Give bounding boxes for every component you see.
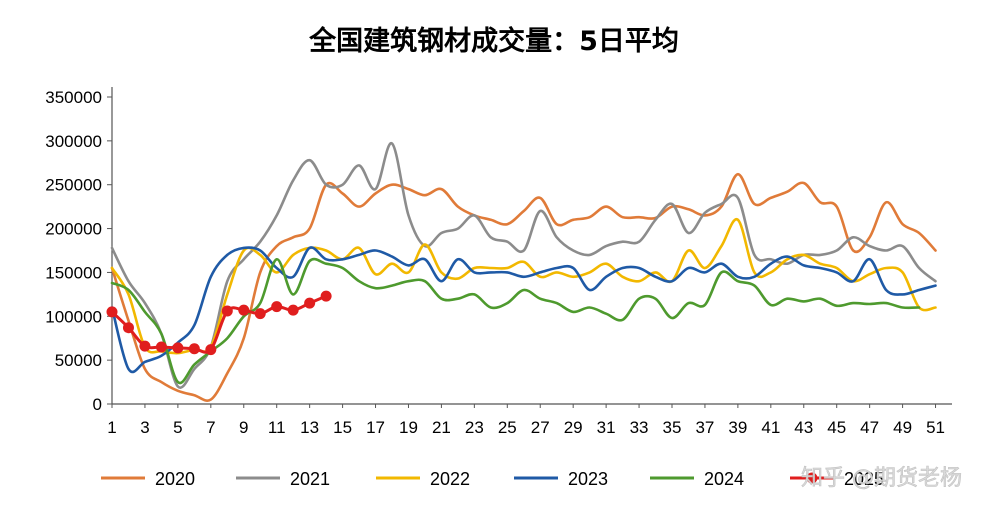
legend-item-2024: 2024 <box>650 469 744 489</box>
series-2023 <box>110 246 937 374</box>
data-point-2025 <box>320 290 332 302</box>
x-tick-label: 39 <box>728 418 747 437</box>
x-tick-label: 31 <box>597 418 616 437</box>
data-point-2025 <box>205 344 217 356</box>
data-point-2025 <box>188 343 200 355</box>
y-tick-label: 250000 <box>45 176 102 195</box>
data-point-2025 <box>304 297 316 309</box>
y-tick-label: 200000 <box>45 220 102 239</box>
x-tick-label: 35 <box>663 418 682 437</box>
x-tick-label: 37 <box>695 418 714 437</box>
legend-marker <box>806 472 818 484</box>
data-point-2025 <box>122 322 134 334</box>
x-tick-label: 49 <box>893 418 912 437</box>
y-tick-label: 100000 <box>45 307 102 326</box>
series-line-2023 <box>110 246 937 374</box>
x-tick-label: 41 <box>761 418 780 437</box>
series-2021 <box>110 142 937 389</box>
legend-label: 2020 <box>155 469 195 489</box>
y-tick-label: 350000 <box>45 88 102 107</box>
data-point-2025 <box>221 305 233 317</box>
data-point-2025 <box>139 340 151 352</box>
legend-item-2021: 2021 <box>236 469 330 489</box>
x-tick-label: 51 <box>926 418 945 437</box>
series-line-2021 <box>110 142 937 389</box>
x-tick-label: 1 <box>107 418 116 437</box>
x-tick-label: 5 <box>173 418 182 437</box>
data-point-2025 <box>254 308 266 320</box>
y-tick-label: 150000 <box>45 263 102 282</box>
data-point-2025 <box>271 301 283 313</box>
legend-item-2020: 2020 <box>101 469 195 489</box>
x-tick-label: 13 <box>300 418 319 437</box>
legend-item-2025: 2025 <box>790 469 884 489</box>
x-tick-label: 9 <box>239 418 248 437</box>
legend-label: 2021 <box>290 469 330 489</box>
x-tick-label: 27 <box>531 418 550 437</box>
data-point-2025 <box>287 304 299 316</box>
x-tick-label: 29 <box>564 418 583 437</box>
data-point-2025 <box>106 306 118 318</box>
y-tick-label: 300000 <box>45 132 102 151</box>
series-2025 <box>106 290 332 356</box>
x-tick-label: 43 <box>794 418 813 437</box>
series-line-2020 <box>110 172 937 402</box>
series-line-2022 <box>110 218 937 355</box>
watermark: 知乎 @期货老杨 <box>801 466 962 491</box>
y-tick-label: 0 <box>93 395 102 414</box>
data-point-2025 <box>155 341 167 353</box>
x-tick-label: 7 <box>206 418 215 437</box>
x-tick-label: 21 <box>432 418 451 437</box>
x-tick-label: 11 <box>268 418 286 437</box>
x-tick-label: 3 <box>140 418 149 437</box>
series-layer <box>106 142 937 402</box>
x-tick-label: 47 <box>860 418 879 437</box>
legend-label: 2022 <box>430 469 470 489</box>
legend-item-2022: 2022 <box>376 469 470 489</box>
x-tick-label: 33 <box>630 418 649 437</box>
axes: 0 50000 100000 150000 200000 250000 300000 3500… <box>45 87 952 437</box>
legend: 2020 2021 2022 2023 2024 2025 <box>101 469 884 489</box>
x-tick-label: 25 <box>498 418 517 437</box>
y-tick-label: 50000 <box>55 351 102 370</box>
legend-label: 2025 <box>844 469 884 489</box>
chart-title: 全国建筑钢材成交量：5日平均 <box>308 25 679 57</box>
x-tick-label: 17 <box>366 418 385 437</box>
x-tick-label: 19 <box>399 418 418 437</box>
data-point-2025 <box>238 304 250 316</box>
legend-item-2023: 2023 <box>514 469 608 489</box>
series-2022 <box>110 218 937 355</box>
x-tick-label: 45 <box>827 418 846 437</box>
x-tick-label: 23 <box>465 418 484 437</box>
legend-label: 2023 <box>568 469 608 489</box>
legend-label: 2024 <box>704 469 744 489</box>
series-2020 <box>110 172 937 402</box>
data-point-2025 <box>172 342 184 354</box>
x-tick-label: 15 <box>333 418 352 437</box>
